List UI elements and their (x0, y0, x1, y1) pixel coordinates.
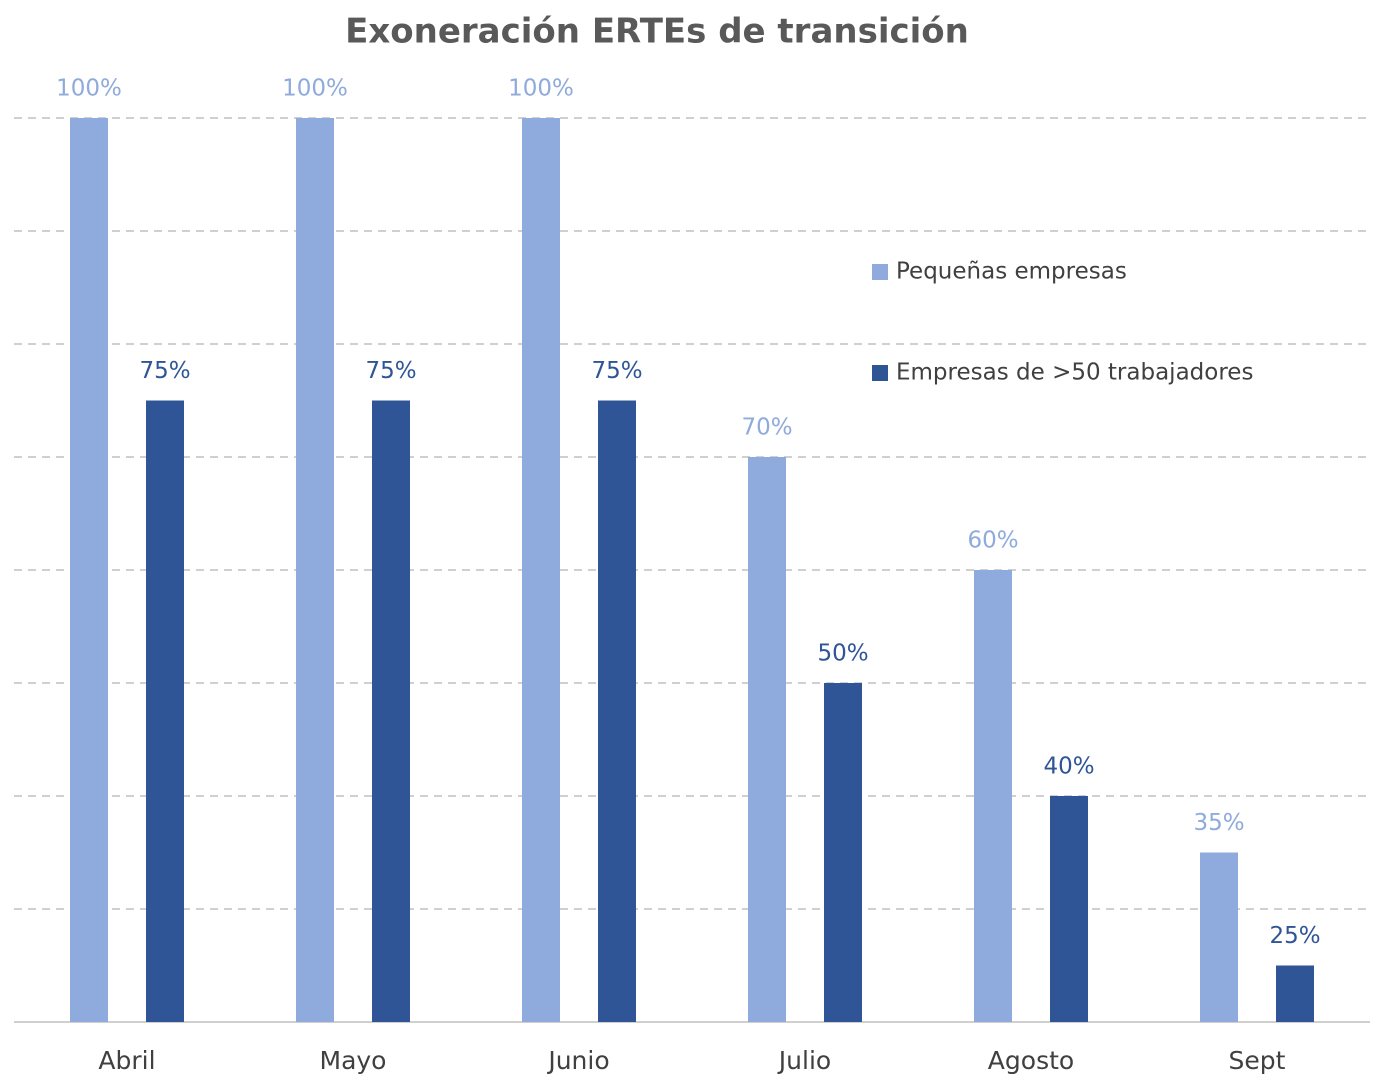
data-label: 75% (139, 358, 190, 384)
legend-label: Empresas de >50 trabajadores (896, 360, 1253, 386)
bar (598, 400, 636, 1022)
chart-title: Exoneración ERTEs de transición (345, 12, 969, 52)
legend-swatch (872, 264, 888, 280)
bar (1050, 796, 1088, 1022)
data-label: 50% (817, 641, 868, 667)
legend-label: Pequeñas empresas (896, 259, 1127, 285)
data-label: 75% (591, 358, 642, 384)
bar (1200, 852, 1238, 1022)
data-label: 100% (282, 76, 348, 102)
x-tick-label: Sept (1229, 1046, 1286, 1075)
data-label: 100% (508, 76, 574, 102)
bar (974, 570, 1012, 1022)
bar (1276, 965, 1314, 1022)
x-tick-label: Julio (777, 1046, 831, 1075)
bar (296, 118, 334, 1022)
x-tick-label: Agosto (988, 1046, 1074, 1075)
bar (748, 457, 786, 1022)
data-label: 25% (1269, 923, 1320, 949)
data-label: 70% (741, 415, 792, 441)
data-label: 75% (365, 358, 416, 384)
data-label: 60% (967, 528, 1018, 554)
x-tick-label: Junio (546, 1046, 609, 1075)
bar (70, 118, 108, 1022)
bar (372, 400, 410, 1022)
bar (146, 400, 184, 1022)
x-tick-label: Abril (98, 1046, 155, 1075)
bar (522, 118, 560, 1022)
bar (824, 683, 862, 1022)
x-tick-label: Mayo (320, 1046, 387, 1075)
data-label: 40% (1043, 754, 1094, 780)
data-label: 100% (56, 76, 122, 102)
legend-swatch (872, 365, 888, 381)
data-label: 35% (1193, 810, 1244, 836)
